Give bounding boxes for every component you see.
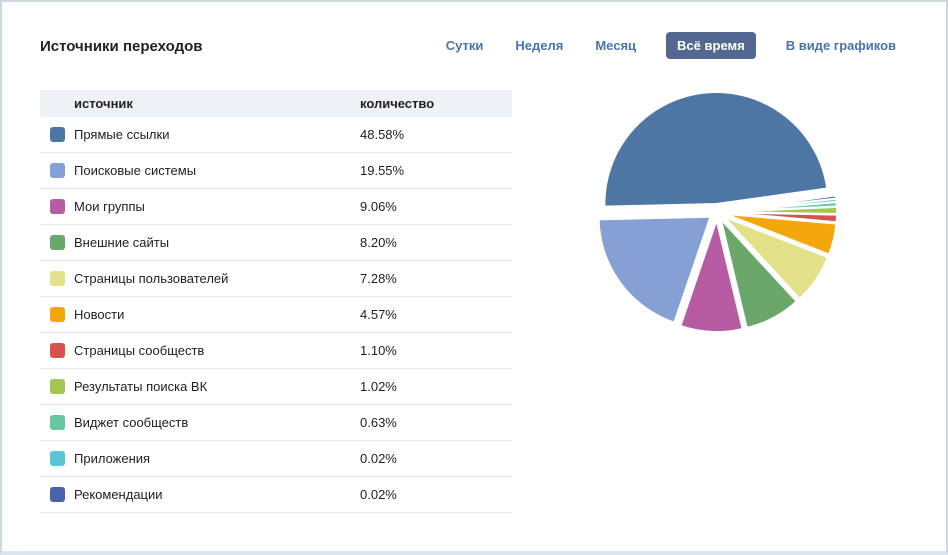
- source-label: Поисковые системы: [74, 163, 197, 178]
- source-label: Прямые ссылки: [74, 127, 170, 142]
- tab-vse-vremya[interactable]: Всё время: [666, 32, 756, 59]
- pie-chart-svg: [597, 91, 838, 333]
- page-title: Источники переходов: [40, 38, 203, 55]
- source-label: Результаты поиска ВК: [74, 379, 208, 394]
- source-label: Внешние сайты: [74, 235, 170, 250]
- table-row: Рекомендации 0.02%: [40, 477, 512, 513]
- table-row: Страницы сообществ 1.10%: [40, 333, 512, 369]
- table-row: Виджет сообществ 0.63%: [40, 405, 512, 441]
- table-row: Мои группы 9.06%: [40, 189, 512, 225]
- source-label: Мои группы: [74, 199, 145, 214]
- table-body: Прямые ссылки 48.58% Поисковые системы 19.5…: [40, 117, 512, 513]
- row-color-swatch: [50, 343, 65, 358]
- source-percentage: 9.06%: [360, 199, 397, 214]
- row-color-swatch: [50, 307, 65, 322]
- table-row: Приложения 0.02%: [40, 441, 512, 477]
- row-color-swatch: [50, 271, 65, 286]
- table-row: Поисковые системы 19.55%: [40, 153, 512, 189]
- sources-table: источник количество Прямые ссылки 48.58% П…: [40, 90, 512, 513]
- pie-slice-1: [597, 215, 712, 324]
- source-percentage: 1.02%: [360, 379, 397, 394]
- table-row: Результаты поиска ВК 1.02%: [40, 369, 512, 405]
- source-label: Виджет сообществ: [74, 415, 189, 430]
- row-color-swatch: [50, 163, 65, 178]
- table-row: Страницы пользователей 7.28%: [40, 261, 512, 297]
- pie-slice-4: [722, 215, 830, 301]
- pie-chart: [583, 78, 851, 346]
- pie-slice-5: [724, 212, 838, 256]
- source-percentage: 4.57%: [360, 307, 397, 322]
- source-percentage: 0.02%: [360, 487, 397, 502]
- row-color-swatch: [50, 199, 65, 214]
- tab-sutki[interactable]: Сутки: [444, 32, 486, 59]
- table-header-row: источник количество: [40, 90, 512, 117]
- source-percentage: 7.28%: [360, 271, 397, 286]
- table-row: Новости 4.57%: [40, 297, 512, 333]
- column-header-count: количество: [360, 96, 435, 111]
- tab-v-vide-grafikov[interactable]: В виде графиков: [784, 32, 898, 59]
- source-label: Новости: [74, 307, 125, 322]
- source-percentage: 0.63%: [360, 415, 397, 430]
- tab-mesyac[interactable]: Месяц: [593, 32, 638, 59]
- row-color-swatch: [50, 379, 65, 394]
- table-row: Внешние сайты 8.20%: [40, 225, 512, 261]
- row-color-swatch: [50, 487, 65, 502]
- source-percentage: 0.02%: [360, 451, 397, 466]
- table-row: Прямые ссылки 48.58%: [40, 117, 512, 153]
- row-color-swatch: [50, 127, 65, 142]
- source-percentage: 1.10%: [360, 343, 397, 358]
- pie-slice-0: [603, 91, 829, 208]
- pie-slice-3: [718, 215, 799, 330]
- source-percentage: 8.20%: [360, 235, 397, 250]
- row-color-swatch: [50, 451, 65, 466]
- source-label: Приложения: [74, 451, 151, 466]
- pie-slice-10: [724, 194, 838, 212]
- tab-nedelya[interactable]: Неделя: [513, 32, 565, 59]
- source-label: Страницы пользователей: [74, 271, 229, 286]
- source-percentage: 48.58%: [360, 127, 405, 142]
- pie-slice-2: [679, 216, 744, 333]
- row-color-swatch: [50, 235, 65, 250]
- period-tabs: Сутки Неделя Месяц Всё время В виде графиков: [444, 32, 898, 59]
- column-header-source: источник: [74, 96, 133, 111]
- source-percentage: 19.55%: [360, 163, 405, 178]
- source-label: Рекомендации: [74, 487, 163, 502]
- source-label: Страницы сообществ: [74, 343, 205, 358]
- row-color-swatch: [50, 415, 65, 430]
